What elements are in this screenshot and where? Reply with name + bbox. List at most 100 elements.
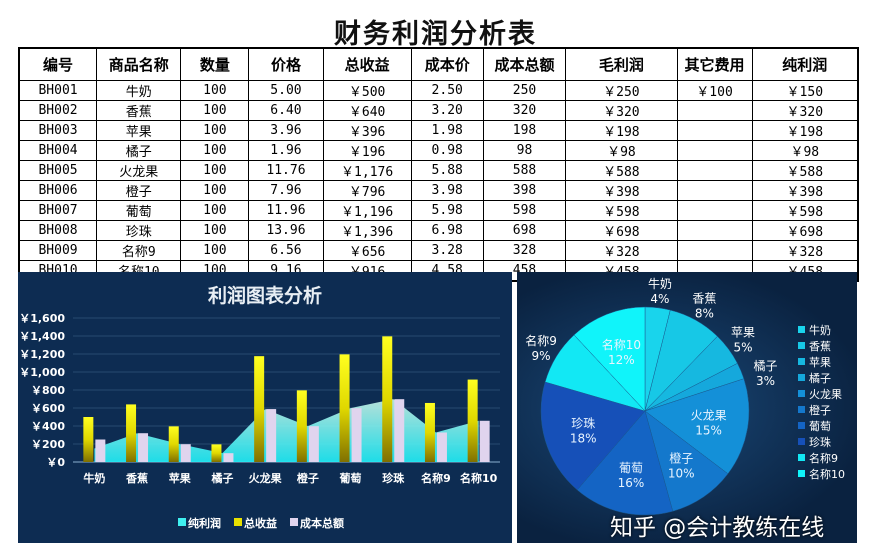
table-cell [676,240,753,261]
column-header: 价格 [248,47,324,81]
table-cell: 100 [180,180,250,201]
x-tick-label: 牛奶 [83,471,105,485]
x-tick-label: 火龙果 [249,471,282,485]
series-area-net-profit [94,399,479,462]
bar-total-revenue [126,404,137,462]
table-cell: BH002 [18,100,98,121]
x-tick-label: 名称10 [460,471,498,485]
table-cell: 7.96 [248,180,324,201]
bar-total-revenue [382,336,393,462]
pie-slice [576,410,674,516]
bar-total-cost [436,432,447,462]
table-cell: 98 [482,140,567,161]
table-cell: 100 [180,220,250,241]
table-cell: BH003 [18,120,98,141]
legend-label: 牛奶 [809,323,831,337]
table-row: BH003 苹果 100 3.96 ￥396 1.98 198 ￥198 ￥198 [18,120,859,141]
bar-total-revenue [254,356,265,462]
pie-label-name: 橙子 [669,450,693,465]
pie-label-percent: 3% [756,374,775,388]
table-cell: 5.88 [410,160,484,181]
table-cell [676,120,753,141]
table-cell: 橘子 [96,140,182,161]
legend-swatch [798,470,805,477]
table-cell: ￥328 [565,240,678,261]
legend-swatch [798,326,805,333]
pie-label-percent: 18% [570,431,597,445]
table-cell: 1.96 [248,140,324,161]
legend-label: 名称10 [809,467,845,481]
table-cell: 398 [482,180,567,201]
y-tick-label: ￥800 [31,384,65,397]
y-tick-label: ￥0 [46,456,65,469]
profit-pie-chart: 牛奶 4% 香蕉 8% 苹果 5% 橘子 3% 火龙果 15% 橙子 10% 葡萄 16% 珍珠 18% 名称9… [517,272,857,543]
table-cell: 100 [180,160,250,181]
bar-total-revenue [467,379,478,462]
legend-label: 名称9 [809,451,838,465]
column-header: 成本总额 [482,47,567,81]
table-cell: BH008 [18,220,98,241]
table-cell: 葡萄 [96,200,182,221]
table-cell: ￥656 [322,240,412,261]
table-cell: 13.96 [248,220,324,241]
bar-total-cost [479,420,490,462]
pie-slice [573,306,646,412]
bar-total-cost [180,444,191,462]
table-cell: 598 [482,200,567,221]
table-cell [676,180,753,201]
table-cell: 100 [180,100,250,121]
column-header: 总收益 [322,47,412,81]
pie-label-name: 葡萄 [619,461,643,475]
table-cell: ￥698 [751,220,859,241]
bar-total-revenue [424,402,435,462]
table-cell: 6.98 [410,220,484,241]
column-header: 成本价 [410,47,484,81]
table-cell: 320 [482,100,567,121]
table-header-row: 编号 商品名称 数量 价格 总收益 成本价 成本总额 毛利润 其它费用 纯利润 [18,47,859,81]
table-cell: ￥588 [565,160,678,181]
pie-label-percent: 8% [695,306,714,320]
table-cell: 6.40 [248,100,324,121]
bar-total-cost [266,409,277,462]
table-cell: ￥320 [565,100,678,121]
x-tick-label: 珍珠 [382,471,405,485]
profit-bar-chart: 利润图表分析 ￥0 ￥200 ￥400 ￥600 ￥800 ￥1,000 ￥1,200 ￥1,4… [18,272,512,543]
bar-total-revenue [168,426,179,462]
bar-total-cost [308,426,319,462]
table-cell: ￥250 [565,80,678,101]
table-cell: BH007 [18,200,98,221]
table-cell: 250 [482,80,567,101]
pie-label-name: 橘子 [754,358,778,373]
y-tick-label: ￥1,400 [19,330,65,343]
bar-total-cost [223,453,234,462]
pie-label-name: 名称10 [602,337,641,352]
table-cell: 3.98 [410,180,484,201]
table-cell: ￥1,176 [322,160,412,181]
pie-label-name: 火龙果 [691,409,727,423]
table-row: BH009 名称9 100 6.56 ￥656 3.28 328 ￥328 ￥328 [18,240,859,261]
pie-label-name: 苹果 [731,325,755,339]
pie-label-name: 名称9 [525,333,557,348]
table-cell: ￥196 [322,140,412,161]
table-cell: 5.98 [410,200,484,221]
y-tick-label: ￥1,200 [19,348,65,361]
table-cell: ￥398 [565,180,678,201]
pie-slice [644,378,750,475]
legend-label: 纯利润 [188,516,221,530]
table-cell: ￥500 [322,80,412,101]
table-cell: ￥150 [751,80,859,101]
column-header: 商品名称 [96,47,182,81]
table-cell: ￥588 [751,160,859,181]
table-cell: ￥598 [751,200,859,221]
table-cell [676,140,753,161]
column-header: 毛利润 [565,47,678,81]
pie-label-percent: 16% [618,476,645,490]
x-tick-label: 橘子 [210,471,233,485]
table-cell: 11.96 [248,200,324,221]
bar-total-cost [138,433,149,462]
column-header: 其它费用 [676,47,753,81]
table-row: BH006 橙子 100 7.96 ￥796 3.98 398 ￥398 ￥398 [18,180,859,201]
page-title: 财务利润分析表 [334,19,537,50]
legend-swatch [798,374,805,381]
table-row: BH008 珍珠 100 13.96 ￥1,396 6.98 698 ￥698 ￥698 [18,220,859,241]
